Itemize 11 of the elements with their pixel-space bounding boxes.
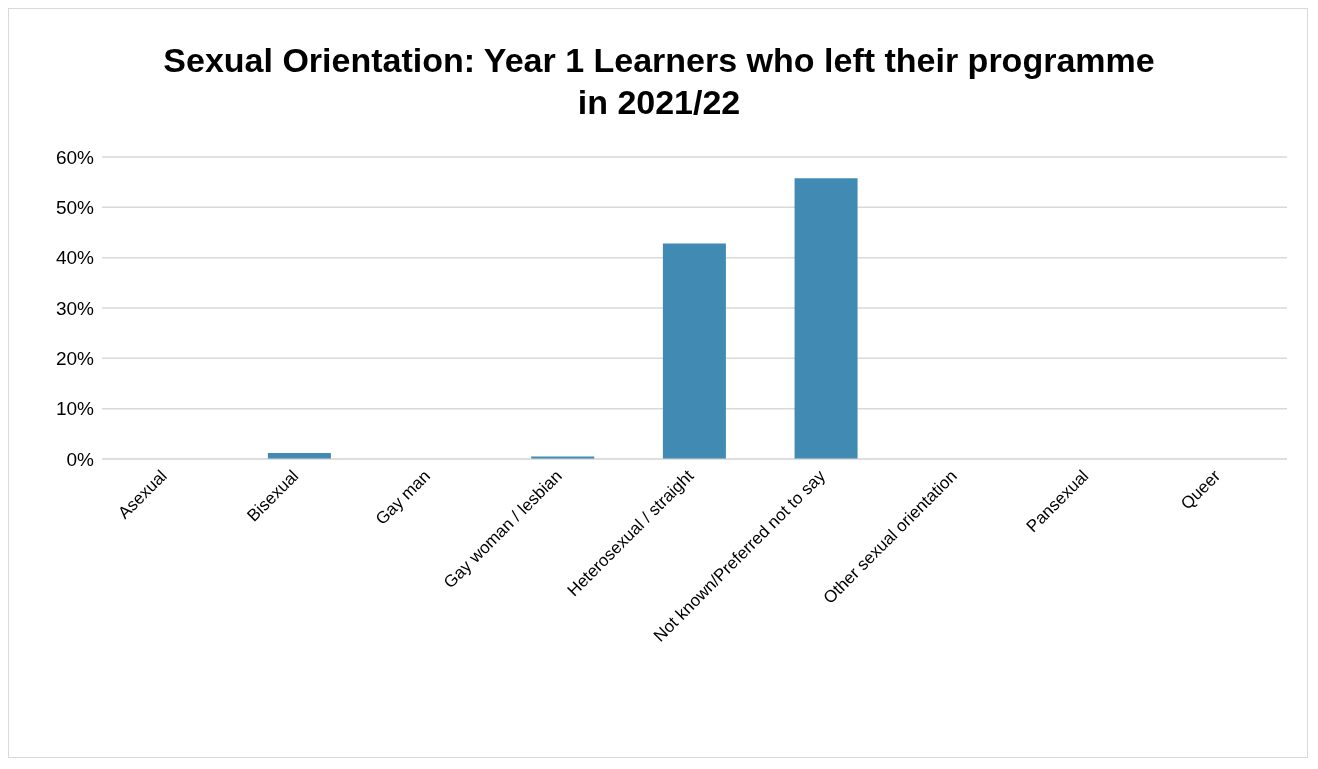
y-tick-label: 40% — [55, 247, 95, 269]
y-tick-label: 10% — [55, 398, 95, 420]
y-tick-label: 30% — [55, 297, 95, 319]
chart-title: Sexual Orientation: Year 1 Learners who left their programme in 2021/22 — [162, 40, 1156, 123]
y-tick-label: 0% — [66, 448, 95, 470]
y-tick-label: 20% — [55, 348, 95, 370]
y-tick-label: 50% — [55, 197, 95, 219]
x-tick-label: Gay man — [371, 466, 434, 529]
bar — [662, 243, 726, 459]
y-tick-label: 60% — [55, 146, 95, 168]
bar — [794, 178, 858, 459]
